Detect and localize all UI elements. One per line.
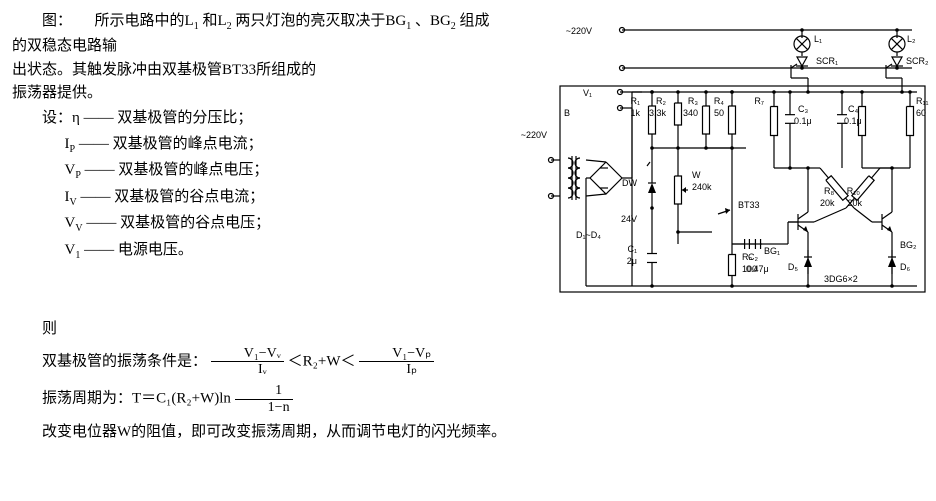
svg-text:24V: 24V	[621, 214, 637, 224]
svg-text:3.3k: 3.3k	[649, 108, 667, 118]
svg-text:L₁: L₁	[814, 34, 822, 44]
svg-text:D₅: D₅	[788, 262, 798, 272]
svg-text:340: 340	[683, 108, 698, 118]
svg-text:R₈: R₈	[824, 186, 834, 196]
svg-text:C₃: C₃	[798, 104, 808, 114]
svg-text:DW: DW	[622, 178, 637, 188]
svg-text:50: 50	[714, 108, 724, 118]
svg-text:SCR₂: SCR₂	[906, 56, 929, 66]
svg-text:20k: 20k	[847, 198, 862, 208]
svg-text:20k: 20k	[820, 198, 835, 208]
svg-text:1k: 1k	[630, 108, 640, 118]
svg-text:R₂: R₂	[656, 96, 666, 106]
circuit-schematic: ~220V L₁ SCR₁ L₂ SCR₂ V₁ ~220V B D₁~D₄ R₁ 1k DW 24V C…	[502, 8, 932, 308]
svg-text:R₁₁: R₁₁	[916, 96, 929, 106]
svg-text:R₃: R₃	[688, 96, 698, 106]
caption-line2: 出状态。其触发脉冲由双基极管BT33所组成的	[12, 59, 492, 82]
definitions: IP —— 双基极管的峰点电流； VP —— 双基极管的峰点电压； IV —— …	[12, 133, 492, 264]
svg-text:~220V: ~220V	[521, 130, 547, 140]
svg-text:2μ: 2μ	[627, 256, 637, 266]
svg-text:240k: 240k	[692, 182, 712, 192]
svg-text:D₆: D₆	[900, 262, 910, 272]
svg-text:W: W	[692, 170, 701, 180]
svg-text:C₄: C₄	[848, 104, 858, 114]
period-formula: 振荡周期为：T＝C₁(R₂+W)ln 1 1−n	[12, 383, 924, 415]
bottom-text: 则 双基极管的振荡条件是： V₁−Vᵥ Iᵥ ＜R₂+W＜ V₁−Vₚ Iₚ 振…	[12, 318, 924, 444]
svg-text:BT33: BT33	[738, 200, 760, 210]
then-label: 则	[12, 318, 924, 341]
svg-text:L₂: L₂	[907, 34, 916, 44]
fraction2: V₁−Vₚ Iₚ	[359, 346, 434, 378]
caption-line3: 振荡器提供。	[12, 82, 492, 105]
caption-line: 图： 所示电路中的L1 和L2 两只灯泡的亮灭取决于BG1 、BG2 组成的双稳…	[12, 10, 492, 58]
osc-condition: 双基极管的振荡条件是： V₁−Vᵥ Iᵥ ＜R₂+W＜ V₁−Vₚ Iₚ	[12, 346, 924, 378]
fraction3: 1 1−n	[235, 383, 293, 415]
svg-text:0.47μ: 0.47μ	[746, 264, 769, 274]
svg-text:V₁: V₁	[583, 88, 592, 98]
svg-text:3DG6×2: 3DG6×2	[824, 274, 858, 284]
svg-text:~220V: ~220V	[566, 26, 592, 36]
text-column: 图： 所示电路中的L1 和L2 两只灯泡的亮灭取决于BG1 、BG2 组成的双稳…	[12, 8, 492, 316]
svg-text:BG₂: BG₂	[900, 240, 917, 250]
svg-text:0.1μ: 0.1μ	[794, 116, 812, 126]
caption-prefix: 图：	[42, 13, 72, 29]
fraction1: V₁−Vᵥ Iᵥ	[211, 346, 284, 378]
svg-text:B: B	[564, 108, 570, 118]
svg-text:SCR₁: SCR₁	[816, 56, 838, 66]
svg-text:C₂: C₂	[748, 252, 758, 262]
svg-text:R₄: R₄	[714, 96, 724, 106]
svg-text:C₁: C₁	[627, 244, 637, 254]
svg-text:R₁: R₁	[630, 96, 640, 106]
svg-text:D₁~D₄: D₁~D₄	[576, 230, 601, 240]
svg-text:BG₁: BG₁	[764, 246, 780, 256]
schematic-column: ~220V L₁ SCR₁ L₂ SCR₂ V₁ ~220V B D₁~D₄ R₁ 1k DW 24V C…	[502, 8, 932, 316]
svg-text:R₇: R₇	[754, 96, 764, 106]
conclusion: 改变电位器W的阻值，即可改变振荡周期，从而调节电灯的闪光频率。	[12, 421, 924, 444]
svg-text:60: 60	[916, 108, 926, 118]
svg-text:R₁₀: R₁₀	[847, 186, 861, 196]
set-label: 设：η —— 双基极管的分压比；	[12, 107, 492, 130]
